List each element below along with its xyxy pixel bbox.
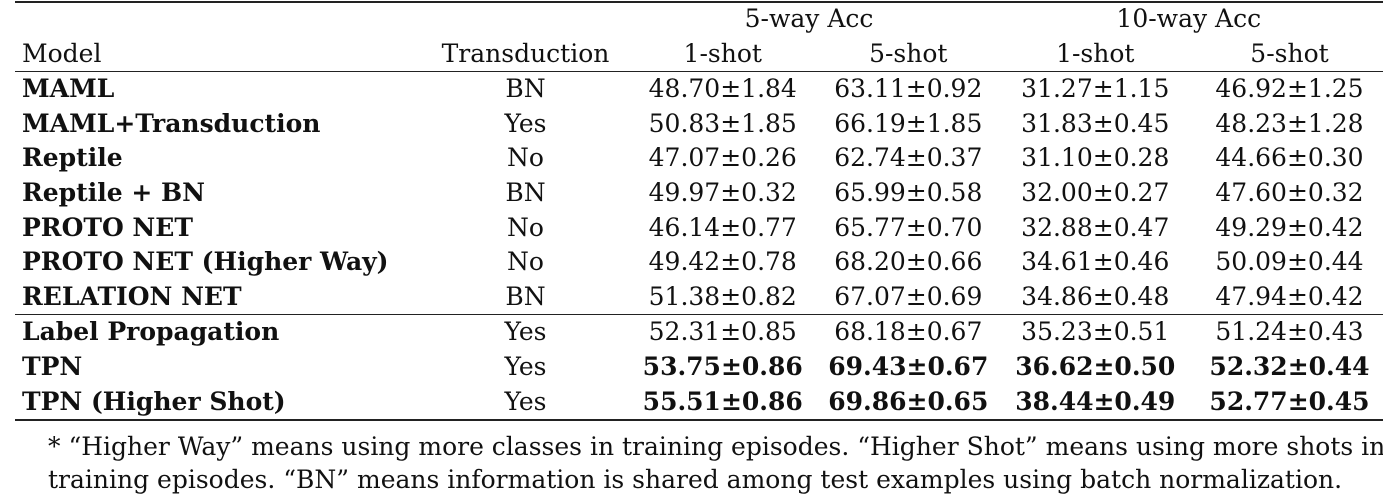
table-row: PROTO NET (Higher Way) No 49.42±0.78 68.…: [15, 245, 1383, 280]
header-column-row: Model Transduction 1-shot 5-shot 1-shot …: [15, 36, 1383, 73]
acc-5way-1shot: 49.42±0.78: [648, 247, 797, 277]
acc-10way-1shot: 36.62±0.50: [1015, 351, 1176, 381]
acc-10way-5shot: 47.94±0.42: [1195, 279, 1383, 316]
acc-5way-5shot: 68.20±0.66: [834, 247, 983, 277]
model-name: PROTO NET: [22, 212, 193, 242]
acc-10way-1shot: 35.23±0.51: [1021, 317, 1170, 347]
acc-10way-5shot: 48.23±1.28: [1215, 108, 1364, 138]
table-row: PROTO NET No 46.14±0.77 65.77±0.70 32.88…: [15, 211, 1383, 246]
model-name: TPN: [22, 351, 83, 381]
acc-10way-5shot: 44.66±0.30: [1215, 143, 1364, 173]
acc-5way-1shot: 55.51±0.86: [623, 384, 823, 422]
acc-10way-1shot: 34.86±0.48: [994, 279, 1196, 316]
header-transduction: Transduction: [427, 36, 624, 73]
table-row: TPN Yes 53.75±0.86 69.43±0.67 36.62±0.50…: [15, 350, 1383, 385]
header-5way-1shot: 1-shot: [623, 36, 823, 73]
acc-10way-1shot: 34.61±0.46: [1021, 247, 1170, 277]
acc-5way-1shot: 49.97±0.32: [648, 177, 797, 207]
table-footnote: * “Higher Way” means using more classes …: [48, 430, 1383, 496]
acc-5way-1shot: 53.75±0.86: [642, 351, 803, 381]
acc-10way-5shot: 50.09±0.44: [1215, 247, 1364, 277]
acc-10way-1shot: 31.27±1.15: [1021, 74, 1170, 104]
acc-5way-1shot: 50.83±1.85: [648, 108, 797, 138]
acc-10way-5shot: 51.24±0.43: [1215, 317, 1364, 347]
results-table: 5-way Acc 10-way Acc Model Transduction …: [15, 2, 1383, 422]
table-row: RELATION NET BN 51.38±0.82 67.07±0.69 34…: [15, 279, 1383, 316]
acc-5way-1shot: 46.14±0.77: [648, 212, 797, 242]
transduction-value: BN: [505, 177, 546, 207]
model-name: Reptile: [22, 143, 123, 173]
acc-10way-5shot: 52.32±0.44: [1209, 351, 1370, 381]
acc-5way-5shot: 65.77±0.70: [834, 212, 983, 242]
header-10way-1shot: 1-shot: [994, 36, 1196, 73]
acc-10way-1shot: 31.83±0.45: [1021, 108, 1170, 138]
table-top-rule: [15, 1, 1383, 3]
header-group-row: 5-way Acc 10-way Acc: [15, 2, 1383, 37]
acc-5way-1shot: 52.31±0.85: [648, 317, 797, 347]
model-name: Reptile + BN: [22, 177, 205, 207]
header-empty-cell: [428, 2, 624, 37]
acc-5way-5shot: 69.43±0.67: [828, 351, 989, 381]
table-row: Label Propagation Yes 52.31±0.85 68.18±0…: [15, 315, 1383, 350]
transduction-value: BN: [505, 74, 546, 104]
acc-10way-5shot: 52.77±0.45: [1195, 384, 1383, 422]
acc-10way-1shot: 38.44±0.49: [994, 384, 1196, 422]
model-name: RELATION NET: [15, 279, 428, 316]
model-name: MAML+Transduction: [22, 108, 321, 138]
table-row: MAML+Transduction Yes 50.83±1.85 66.19±1…: [15, 107, 1383, 142]
acc-10way-1shot: 32.88±0.47: [1021, 212, 1170, 242]
transduction-value: Yes: [504, 317, 547, 347]
transduction-value: Yes: [504, 108, 547, 138]
table-row: MAML BN 48.70±1.84 63.11±0.92 31.27±1.15…: [15, 72, 1383, 107]
header-5way-5shot: 5-shot: [822, 36, 995, 73]
header-10way-acc: 10-way Acc: [1116, 4, 1262, 33]
header-empty-cell: [15, 2, 428, 37]
footnote-line-1: * “Higher Way” means using more classes …: [48, 432, 1383, 461]
acc-5way-1shot: 47.07±0.26: [648, 143, 797, 173]
transduction-value: No: [507, 212, 544, 242]
header-5way-acc: 5-way Acc: [744, 4, 874, 33]
acc-5way-5shot: 67.07±0.69: [822, 279, 995, 316]
model-name: MAML: [22, 74, 115, 104]
transduction-value: BN: [427, 279, 624, 316]
acc-10way-5shot: 49.29±0.42: [1215, 212, 1364, 242]
acc-5way-5shot: 66.19±1.85: [834, 108, 983, 138]
acc-10way-5shot: 47.60±0.32: [1215, 177, 1364, 207]
transduction-value: Yes: [504, 351, 547, 381]
acc-5way-5shot: 65.99±0.58: [834, 177, 983, 207]
acc-5way-5shot: 62.74±0.37: [834, 143, 983, 173]
table-row: Reptile + BN BN 49.97±0.32 65.99±0.58 32…: [15, 176, 1383, 211]
footnote-line-2: training episodes. “BN” means informatio…: [48, 465, 1343, 494]
header-10way-5shot: 5-shot: [1195, 36, 1383, 73]
acc-5way-1shot: 51.38±0.82: [623, 279, 823, 316]
transduction-value: No: [507, 143, 544, 173]
transduction-value: Yes: [427, 384, 624, 422]
acc-5way-5shot: 63.11±0.92: [834, 74, 983, 104]
header-model: Model: [15, 36, 428, 73]
table-row: Reptile No 47.07±0.26 62.74±0.37 31.10±0…: [15, 141, 1383, 176]
acc-10way-1shot: 32.00±0.27: [1021, 177, 1170, 207]
acc-10way-5shot: 46.92±1.25: [1215, 74, 1364, 104]
transduction-value: No: [507, 247, 544, 277]
model-name: TPN (Higher Shot): [15, 384, 428, 422]
acc-5way-1shot: 48.70±1.84: [648, 74, 797, 104]
model-name: PROTO NET (Higher Way): [22, 247, 389, 277]
model-name: Label Propagation: [22, 317, 280, 347]
table-row: TPN (Higher Shot) Yes 55.51±0.86 69.86±0…: [15, 384, 1383, 422]
acc-5way-5shot: 69.86±0.65: [822, 384, 995, 422]
acc-5way-5shot: 68.18±0.67: [834, 317, 983, 347]
acc-10way-1shot: 31.10±0.28: [1021, 143, 1170, 173]
